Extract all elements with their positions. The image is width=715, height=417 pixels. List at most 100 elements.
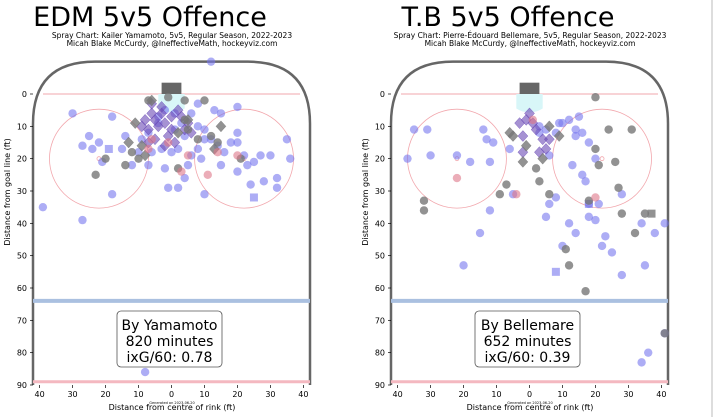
goal-point xyxy=(164,138,173,147)
y-tick-label: 40 xyxy=(17,219,27,228)
shot-point xyxy=(210,105,219,115)
rink-boards xyxy=(31,60,312,385)
shot-point xyxy=(617,209,627,218)
shot-point xyxy=(584,138,594,147)
y-tick-label: 60 xyxy=(375,284,385,293)
x-tick-label: 30 xyxy=(425,390,435,399)
shot-point xyxy=(479,125,488,134)
shot-square xyxy=(249,193,258,202)
shot-point xyxy=(233,102,242,112)
shot-point xyxy=(206,131,216,141)
summary-box xyxy=(116,310,223,368)
shot-square xyxy=(647,209,656,218)
shot-point xyxy=(164,183,173,192)
chart-credit: Micah Blake McCurdy, @IneffectiveMath, h… xyxy=(67,39,278,48)
shot-point xyxy=(220,148,229,157)
shot-point xyxy=(216,109,226,118)
shot-point xyxy=(564,115,574,125)
shot-point xyxy=(601,232,610,241)
shot-diamond xyxy=(544,133,555,146)
shot-point xyxy=(650,228,660,238)
shot-diamond xyxy=(172,127,184,139)
y-tick-label: 30 xyxy=(375,187,385,196)
shot-point xyxy=(564,261,574,270)
shot-point xyxy=(167,148,176,157)
shot-point xyxy=(193,135,203,144)
x-tick-label: 40 xyxy=(35,390,45,399)
shot-point xyxy=(505,144,514,154)
x-tick-label: 20 xyxy=(100,390,110,399)
shot-point xyxy=(286,154,295,163)
y-tick-label: 0 xyxy=(22,90,27,99)
shot-diamond xyxy=(182,114,194,126)
shot-point xyxy=(660,329,669,338)
shot-diamond xyxy=(143,123,154,136)
shot-point xyxy=(617,190,627,199)
shot-point xyxy=(604,125,613,134)
summary-minutes: 652 minutes xyxy=(484,334,572,350)
shot-point xyxy=(88,144,97,154)
shot-point xyxy=(452,151,462,160)
x-tick-label: 40 xyxy=(393,390,403,399)
shot-point xyxy=(409,125,419,134)
shot-point xyxy=(630,228,640,238)
goal-point xyxy=(213,148,222,157)
shot-point xyxy=(282,135,292,144)
y-tick-label: 20 xyxy=(375,155,385,164)
shot-point xyxy=(594,199,603,209)
shot-point xyxy=(272,173,282,183)
summary-box xyxy=(474,310,581,368)
goal-point xyxy=(183,151,193,160)
shot-point xyxy=(591,154,600,163)
shot-diamond xyxy=(146,94,157,107)
shot-point xyxy=(121,160,130,170)
shot-point xyxy=(551,193,561,202)
shot-diamond xyxy=(544,120,555,133)
shot-point xyxy=(489,138,498,147)
generated-note: Generated on 2023-06-20 xyxy=(507,401,553,405)
shot-point xyxy=(617,270,627,280)
goal-net xyxy=(519,82,540,94)
shot-diamond xyxy=(514,117,525,129)
y-tick-label: 50 xyxy=(375,252,385,261)
shot-point xyxy=(611,157,620,167)
chart-title: EDM 5v5 Offence xyxy=(33,2,267,33)
shot-point xyxy=(246,180,255,189)
goal-point xyxy=(147,135,156,144)
shot-point xyxy=(581,177,590,186)
shot-point xyxy=(571,125,580,134)
shot-point xyxy=(502,180,511,189)
x-axis-label: Distance from centre of rink (ft) xyxy=(109,403,236,412)
shot-point xyxy=(180,131,189,141)
shot-point xyxy=(465,157,475,167)
y-axis-label: Distance from goal line (ft) xyxy=(3,138,12,245)
shot-point xyxy=(200,125,209,134)
x-tick-label: 40 xyxy=(298,390,308,399)
shot-point xyxy=(495,190,505,199)
shot-diamond xyxy=(139,149,151,162)
shot-point xyxy=(607,248,617,257)
shot-point xyxy=(140,367,150,377)
shot-point xyxy=(259,177,269,186)
shot-point xyxy=(459,261,468,270)
goal-point xyxy=(452,173,462,183)
goal-point xyxy=(177,167,186,176)
x-tick-label: 30 xyxy=(265,390,275,399)
x-tick-label: 10 xyxy=(199,390,209,399)
shot-diamond xyxy=(156,107,167,120)
shot-point xyxy=(233,138,242,147)
x-tick-label: 30 xyxy=(623,390,633,399)
shot-point xyxy=(627,125,636,134)
shot-point xyxy=(475,228,485,238)
shot-point xyxy=(591,93,600,102)
shot-point xyxy=(426,151,435,160)
shot-point xyxy=(78,141,87,150)
shot-point xyxy=(243,160,252,170)
shot-diamond xyxy=(123,136,134,149)
shot-diamond xyxy=(520,139,532,152)
shot-point xyxy=(193,144,203,154)
goal-point xyxy=(233,151,242,160)
x-tick-label: 10 xyxy=(133,390,143,399)
